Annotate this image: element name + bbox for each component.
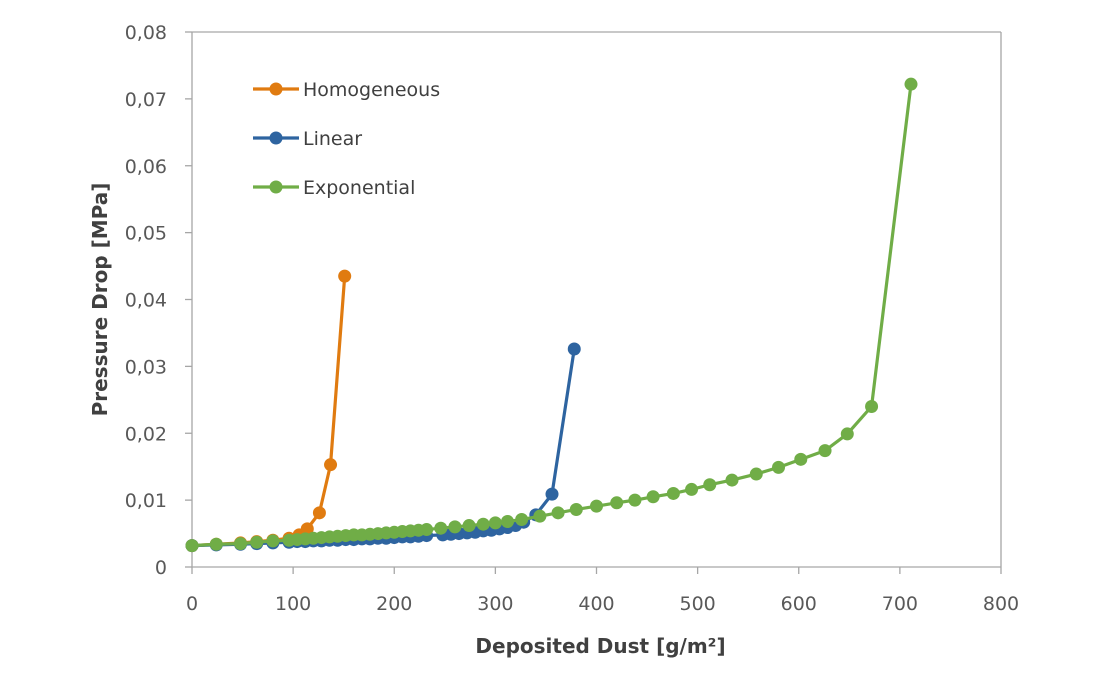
data-point-exponential xyxy=(462,519,476,533)
data-point-exponential xyxy=(551,506,565,520)
legend-item-linear: Linear xyxy=(253,128,362,150)
data-point-exponential xyxy=(448,520,462,534)
legend-marker xyxy=(269,131,283,145)
data-point-exponential xyxy=(501,515,515,529)
data-point-exponential xyxy=(725,473,739,487)
x-axis-title: Deposited Dust [g/m²] xyxy=(475,634,725,658)
y-tick-label: 0,04 xyxy=(125,290,167,312)
legend: Homogeneous Linear Exponential xyxy=(253,79,440,199)
data-point-homogeneous xyxy=(312,506,326,520)
legend-item-homogeneous: Homogeneous xyxy=(253,79,440,101)
data-point-exponential xyxy=(646,490,660,504)
legend-item-exponential: Exponential xyxy=(253,177,415,199)
y-tick-label: 0,05 xyxy=(125,223,167,245)
data-point-exponential xyxy=(703,478,717,492)
data-point-homogeneous xyxy=(338,269,352,283)
data-point-exponential xyxy=(772,460,786,474)
data-point-exponential xyxy=(569,502,583,516)
y-tick-label: 0,03 xyxy=(125,356,167,378)
data-point-exponential xyxy=(434,521,448,535)
series-line-homogeneous xyxy=(191,275,347,548)
data-point-exponential xyxy=(794,452,808,466)
x-tick-label: 400 xyxy=(578,593,614,615)
data-point-exponential xyxy=(818,444,832,458)
series-homogeneous xyxy=(185,269,352,553)
data-point-exponential xyxy=(865,400,879,413)
legend-label: Linear xyxy=(303,128,362,150)
legend-label: Exponential xyxy=(303,177,415,199)
x-tick-label: 0 xyxy=(186,593,198,615)
x-axis-ticks: 0 100 200 300 400 500 600 700 800 xyxy=(186,567,1019,615)
data-point-exponential xyxy=(515,513,529,527)
data-point-homogeneous xyxy=(300,522,314,536)
data-point-exponential xyxy=(250,535,264,549)
data-point-exponential xyxy=(420,523,434,537)
data-point-linear xyxy=(567,342,581,356)
x-tick-label: 800 xyxy=(983,593,1019,615)
legend-label: Homogeneous xyxy=(303,79,440,101)
y-tick-label: 0,08 xyxy=(125,22,167,44)
data-point-exponential xyxy=(685,482,699,496)
data-point-exponential xyxy=(266,534,280,548)
data-point-exponential xyxy=(749,467,763,481)
data-point-linear xyxy=(545,487,559,501)
x-tick-label: 100 xyxy=(275,593,311,615)
x-tick-label: 500 xyxy=(679,593,715,615)
x-tick-label: 300 xyxy=(477,593,513,615)
x-tick-label: 200 xyxy=(376,593,412,615)
y-axis-title: Pressure Drop [MPa] xyxy=(88,183,112,417)
legend-marker xyxy=(269,82,283,96)
data-point-exponential xyxy=(185,539,199,553)
y-tick-label: 0,02 xyxy=(125,423,167,445)
y-tick-label: 0,01 xyxy=(125,490,167,512)
data-point-exponential xyxy=(628,493,642,507)
data-point-exponential xyxy=(488,516,502,530)
data-point-exponential xyxy=(610,496,624,510)
x-tick-label: 600 xyxy=(781,593,817,615)
data-point-exponential xyxy=(533,509,547,523)
y-tick-label: 0,07 xyxy=(125,89,167,111)
series-layer xyxy=(185,77,918,553)
data-point-exponential xyxy=(476,517,490,531)
data-point-exponential xyxy=(234,537,248,551)
series-line-exponential xyxy=(191,83,913,548)
legend-marker xyxy=(269,180,283,194)
data-point-exponential xyxy=(840,427,854,441)
data-point-homogeneous xyxy=(324,458,338,472)
series-exponential xyxy=(185,77,918,553)
x-tick-label: 700 xyxy=(882,593,918,615)
data-point-exponential xyxy=(590,499,603,513)
data-point-exponential xyxy=(209,537,223,551)
data-point-exponential xyxy=(904,77,918,91)
y-axis-ticks: 0 0,01 0,02 0,03 0,04 0,05 0,06 0,07 0,08 xyxy=(125,22,192,579)
y-tick-label: 0 xyxy=(155,557,167,579)
axes xyxy=(191,31,1002,568)
data-point-exponential xyxy=(666,486,680,500)
y-tick-label: 0,06 xyxy=(125,156,167,178)
